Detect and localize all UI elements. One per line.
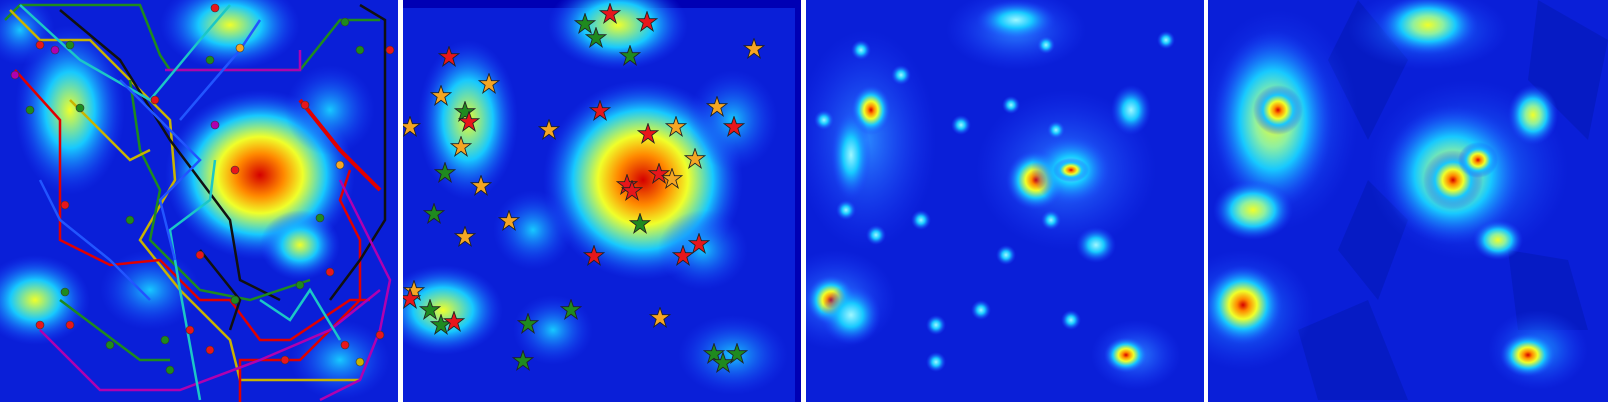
heatmap-panel-4	[1208, 0, 1608, 402]
hotspot-left	[15, 25, 125, 195]
hotspot-bottom-right	[1500, 333, 1556, 377]
heatmap-4-svg	[1208, 0, 1608, 402]
heatmap-panel-2	[403, 0, 801, 402]
hotspot-bottom-left	[1208, 265, 1283, 345]
hotspot-right	[260, 210, 340, 280]
route-stop-markers	[10, 3, 395, 375]
hotspot-top	[548, 0, 688, 70]
hotspot-bottom-right	[1104, 337, 1148, 373]
heatmap-3-svg	[806, 0, 1204, 402]
heatmap-panel-3	[806, 0, 1204, 402]
hotspot-bottom-left	[403, 265, 503, 355]
hotspot-top	[1378, 0, 1478, 55]
hotspot-top	[160, 0, 300, 70]
heatmap-2-svg	[403, 0, 801, 402]
heatmap-1-svg	[0, 0, 398, 402]
heatmap-panel-1	[0, 0, 398, 402]
transit-routes	[4, 3, 392, 402]
hotspot-top	[976, 0, 1056, 40]
